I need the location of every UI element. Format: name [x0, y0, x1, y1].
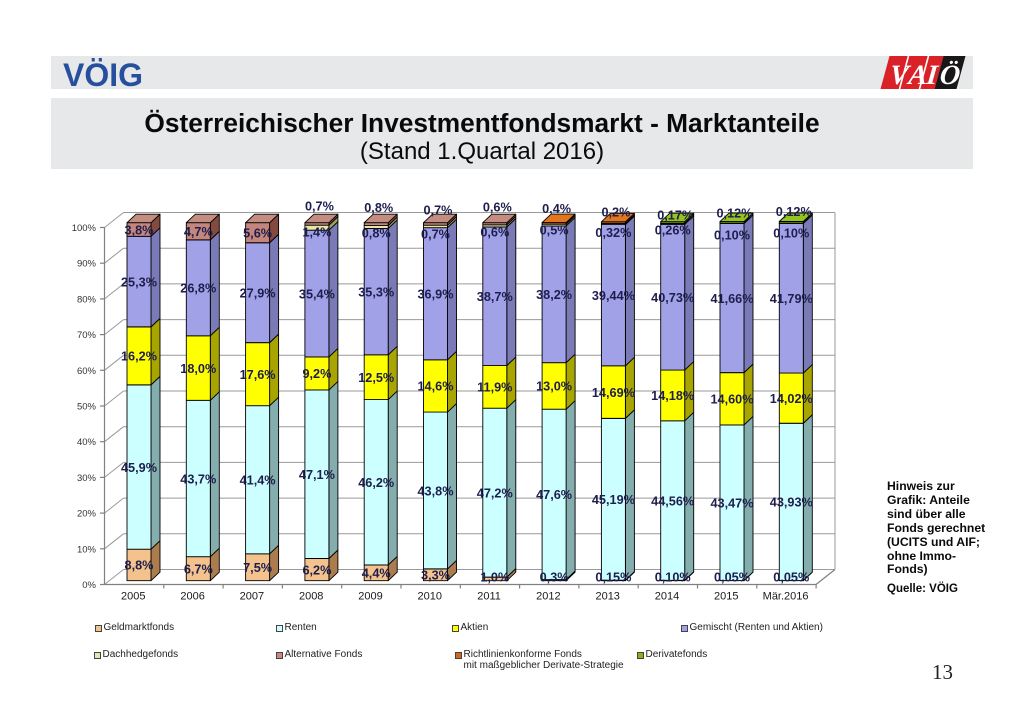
svg-text:14,02%: 14,02% — [770, 392, 813, 406]
svg-text:27,9%: 27,9% — [240, 287, 276, 301]
svg-text:14,69%: 14,69% — [592, 386, 635, 400]
svg-text:14,6%: 14,6% — [418, 380, 454, 394]
svg-text:2006: 2006 — [180, 591, 204, 603]
svg-text:44,56%: 44,56% — [651, 494, 694, 508]
svg-text:17,6%: 17,6% — [240, 368, 276, 382]
svg-text:0,8%: 0,8% — [364, 201, 393, 215]
svg-text:0,7%: 0,7% — [421, 228, 450, 242]
svg-text:2015: 2015 — [714, 591, 738, 603]
svg-text:0,3%: 0,3% — [540, 570, 569, 584]
svg-text:50%: 50% — [77, 402, 97, 413]
svg-text:47,2%: 47,2% — [477, 486, 513, 500]
svg-text:4,7%: 4,7% — [184, 225, 213, 239]
svg-text:90%: 90% — [77, 259, 97, 270]
svg-text:26,8%: 26,8% — [180, 282, 216, 296]
svg-text:0,05%: 0,05% — [714, 570, 750, 584]
svg-text:1,4%: 1,4% — [302, 226, 331, 240]
svg-text:6,2%: 6,2% — [302, 563, 331, 577]
svg-text:3,3%: 3,3% — [421, 569, 450, 583]
svg-text:14,60%: 14,60% — [710, 393, 753, 407]
svg-text:13,0%: 13,0% — [536, 380, 572, 394]
svg-text:41,4%: 41,4% — [240, 474, 276, 488]
svg-text:46,2%: 46,2% — [358, 476, 394, 490]
svg-text:2007: 2007 — [240, 591, 264, 603]
svg-text:I: I — [924, 60, 940, 91]
svg-text:8,8%: 8,8% — [125, 559, 154, 573]
svg-text:12,5%: 12,5% — [358, 371, 394, 385]
svg-text:14,18%: 14,18% — [651, 389, 694, 403]
svg-text:0,2%: 0,2% — [601, 206, 630, 220]
svg-text:9,2%: 9,2% — [302, 367, 331, 381]
svg-text:Mär.2016: Mär.2016 — [763, 591, 809, 603]
svg-text:38,2%: 38,2% — [536, 288, 572, 302]
svg-text:36,9%: 36,9% — [418, 288, 454, 302]
svg-text:0,17%: 0,17% — [657, 209, 693, 223]
svg-text:43,7%: 43,7% — [180, 472, 216, 486]
svg-text:2009: 2009 — [358, 591, 382, 603]
svg-text:0,6%: 0,6% — [480, 226, 509, 240]
svg-text:0,6%: 0,6% — [483, 201, 512, 215]
svg-text:16,2%: 16,2% — [121, 350, 157, 364]
svg-text:43,47%: 43,47% — [710, 497, 753, 511]
svg-text:0,8%: 0,8% — [362, 227, 391, 241]
svg-text:0,5%: 0,5% — [540, 223, 569, 237]
svg-text:0,10%: 0,10% — [773, 227, 809, 241]
svg-text:0,12%: 0,12% — [717, 207, 753, 221]
svg-text:40,73%: 40,73% — [651, 291, 694, 305]
svg-text:4,4%: 4,4% — [362, 567, 391, 581]
svg-text:47,1%: 47,1% — [299, 468, 335, 482]
svg-text:2011: 2011 — [477, 591, 501, 603]
svg-text:43,93%: 43,93% — [770, 496, 813, 510]
svg-text:0,4%: 0,4% — [542, 202, 571, 216]
svg-text:Ö: Ö — [938, 60, 961, 91]
svg-text:35,3%: 35,3% — [358, 285, 394, 299]
svg-text:0,7%: 0,7% — [424, 203, 453, 217]
svg-text:0,7%: 0,7% — [305, 199, 334, 213]
svg-text:30%: 30% — [77, 473, 97, 484]
svg-text:2014: 2014 — [655, 591, 679, 603]
svg-text:20%: 20% — [77, 509, 97, 520]
svg-text:60%: 60% — [77, 366, 97, 377]
svg-text:45,19%: 45,19% — [592, 493, 635, 507]
svg-text:0,15%: 0,15% — [595, 570, 631, 584]
svg-text:45,9%: 45,9% — [121, 461, 157, 475]
svg-text:47,6%: 47,6% — [536, 488, 572, 502]
svg-text:0%: 0% — [82, 580, 96, 591]
svg-text:100%: 100% — [72, 223, 97, 234]
svg-text:0,32%: 0,32% — [595, 226, 631, 240]
svg-text:18,0%: 18,0% — [180, 362, 216, 376]
svg-text:6,7%: 6,7% — [184, 563, 213, 577]
svg-text:5,6%: 5,6% — [243, 227, 272, 241]
svg-text:41,66%: 41,66% — [710, 292, 753, 306]
svg-text:43,8%: 43,8% — [418, 484, 454, 498]
svg-text:0,12%: 0,12% — [776, 205, 812, 219]
svg-text:2012: 2012 — [536, 591, 560, 603]
svg-text:39,44%: 39,44% — [592, 289, 635, 303]
svg-text:2010: 2010 — [418, 591, 442, 603]
svg-text:2005: 2005 — [121, 591, 145, 603]
svg-text:38,7%: 38,7% — [477, 290, 513, 304]
svg-text:0,10%: 0,10% — [714, 228, 750, 242]
svg-text:80%: 80% — [77, 294, 97, 305]
svg-text:0,10%: 0,10% — [655, 570, 691, 584]
svg-text:0,05%: 0,05% — [773, 570, 809, 584]
svg-text:7,5%: 7,5% — [243, 561, 272, 575]
svg-text:1,0%: 1,0% — [480, 570, 509, 584]
svg-text:25,3%: 25,3% — [121, 275, 157, 289]
svg-text:70%: 70% — [77, 330, 97, 341]
svg-text:11,9%: 11,9% — [477, 381, 512, 395]
svg-text:2013: 2013 — [595, 591, 619, 603]
svg-text:2008: 2008 — [299, 591, 323, 603]
svg-text:35,4%: 35,4% — [299, 287, 335, 301]
svg-text:41,79%: 41,79% — [770, 292, 813, 306]
svg-text:10%: 10% — [77, 544, 97, 555]
svg-text:0,26%: 0,26% — [655, 224, 691, 238]
svg-text:40%: 40% — [77, 437, 97, 448]
svg-text:3,8%: 3,8% — [125, 223, 154, 237]
svg-text:A: A — [905, 60, 929, 91]
